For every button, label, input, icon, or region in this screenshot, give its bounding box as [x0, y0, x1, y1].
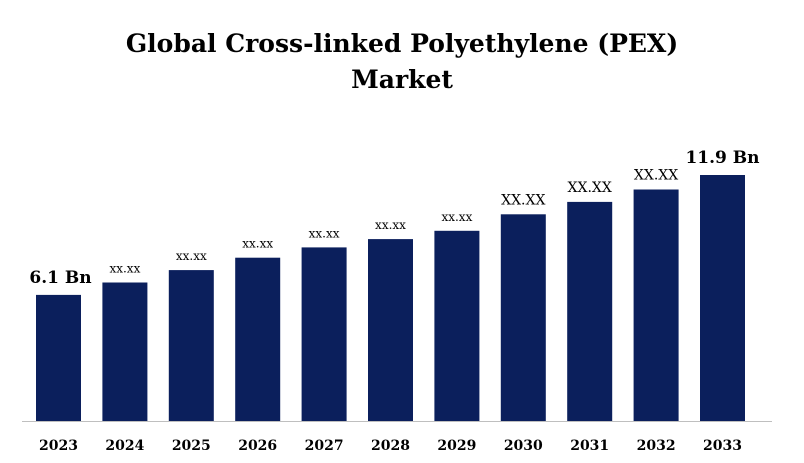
- value-label-2031: XX.XX: [568, 180, 612, 196]
- value-label-2032: XX.XX: [634, 168, 678, 184]
- value-labels-group: 6.1 Bn xx.xx xx.xx xx.xx xx.xx xx.xx xx.xx XX.X…: [29, 148, 759, 288]
- x-tick-label-2023: 2023: [39, 438, 78, 454]
- chart-title-line-1: Global Cross-linked Polyethylene (PEX): [125, 29, 679, 58]
- x-tick-label-2032: 2032: [637, 438, 676, 454]
- tick-labels-group: 2023 2024 2025 2026 2027 2028 2029 2030 2031 2032…: [39, 438, 742, 454]
- x-tick-label-2026: 2026: [238, 438, 277, 454]
- value-label-2033: 11.9 Bn: [685, 148, 759, 168]
- chart-title: Global Cross-linked Polyethylene (PEX) M…: [0, 26, 804, 98]
- value-label-2023: 6.1 Bn: [29, 268, 91, 288]
- x-tick-label-2027: 2027: [305, 438, 344, 454]
- value-label-2028: xx.xx: [375, 218, 406, 232]
- x-tick-label-2030: 2030: [504, 438, 543, 454]
- bar-2028: [368, 239, 413, 421]
- bar-2033: [700, 175, 745, 421]
- x-tick-label-2031: 2031: [570, 438, 609, 454]
- x-tick-label-2029: 2029: [437, 438, 476, 454]
- bars-group: [36, 175, 745, 421]
- bar-2024: [102, 282, 148, 421]
- chart-title-line-2: Market: [351, 65, 453, 94]
- x-tick-label-2024: 2024: [105, 438, 144, 454]
- bar-2023: [36, 294, 81, 421]
- bar-2025: [168, 270, 214, 421]
- bar-2030: [500, 214, 546, 421]
- x-tick-label-2025: 2025: [172, 438, 211, 454]
- bar-2031: [567, 201, 613, 421]
- x-tick-label-2033: 2033: [703, 438, 742, 454]
- bar-2029: [434, 230, 480, 421]
- value-label-2026: xx.xx: [242, 237, 273, 251]
- value-label-2030: XX.XX: [501, 192, 545, 208]
- bar-2026: [235, 257, 281, 421]
- bar-2032: [633, 189, 679, 421]
- value-label-2024: xx.xx: [109, 262, 140, 276]
- value-label-2029: xx.xx: [441, 210, 472, 224]
- x-tick-label-2028: 2028: [371, 438, 410, 454]
- value-label-2027: xx.xx: [309, 226, 340, 240]
- bar-2027: [301, 247, 347, 421]
- value-label-2025: xx.xx: [176, 249, 207, 263]
